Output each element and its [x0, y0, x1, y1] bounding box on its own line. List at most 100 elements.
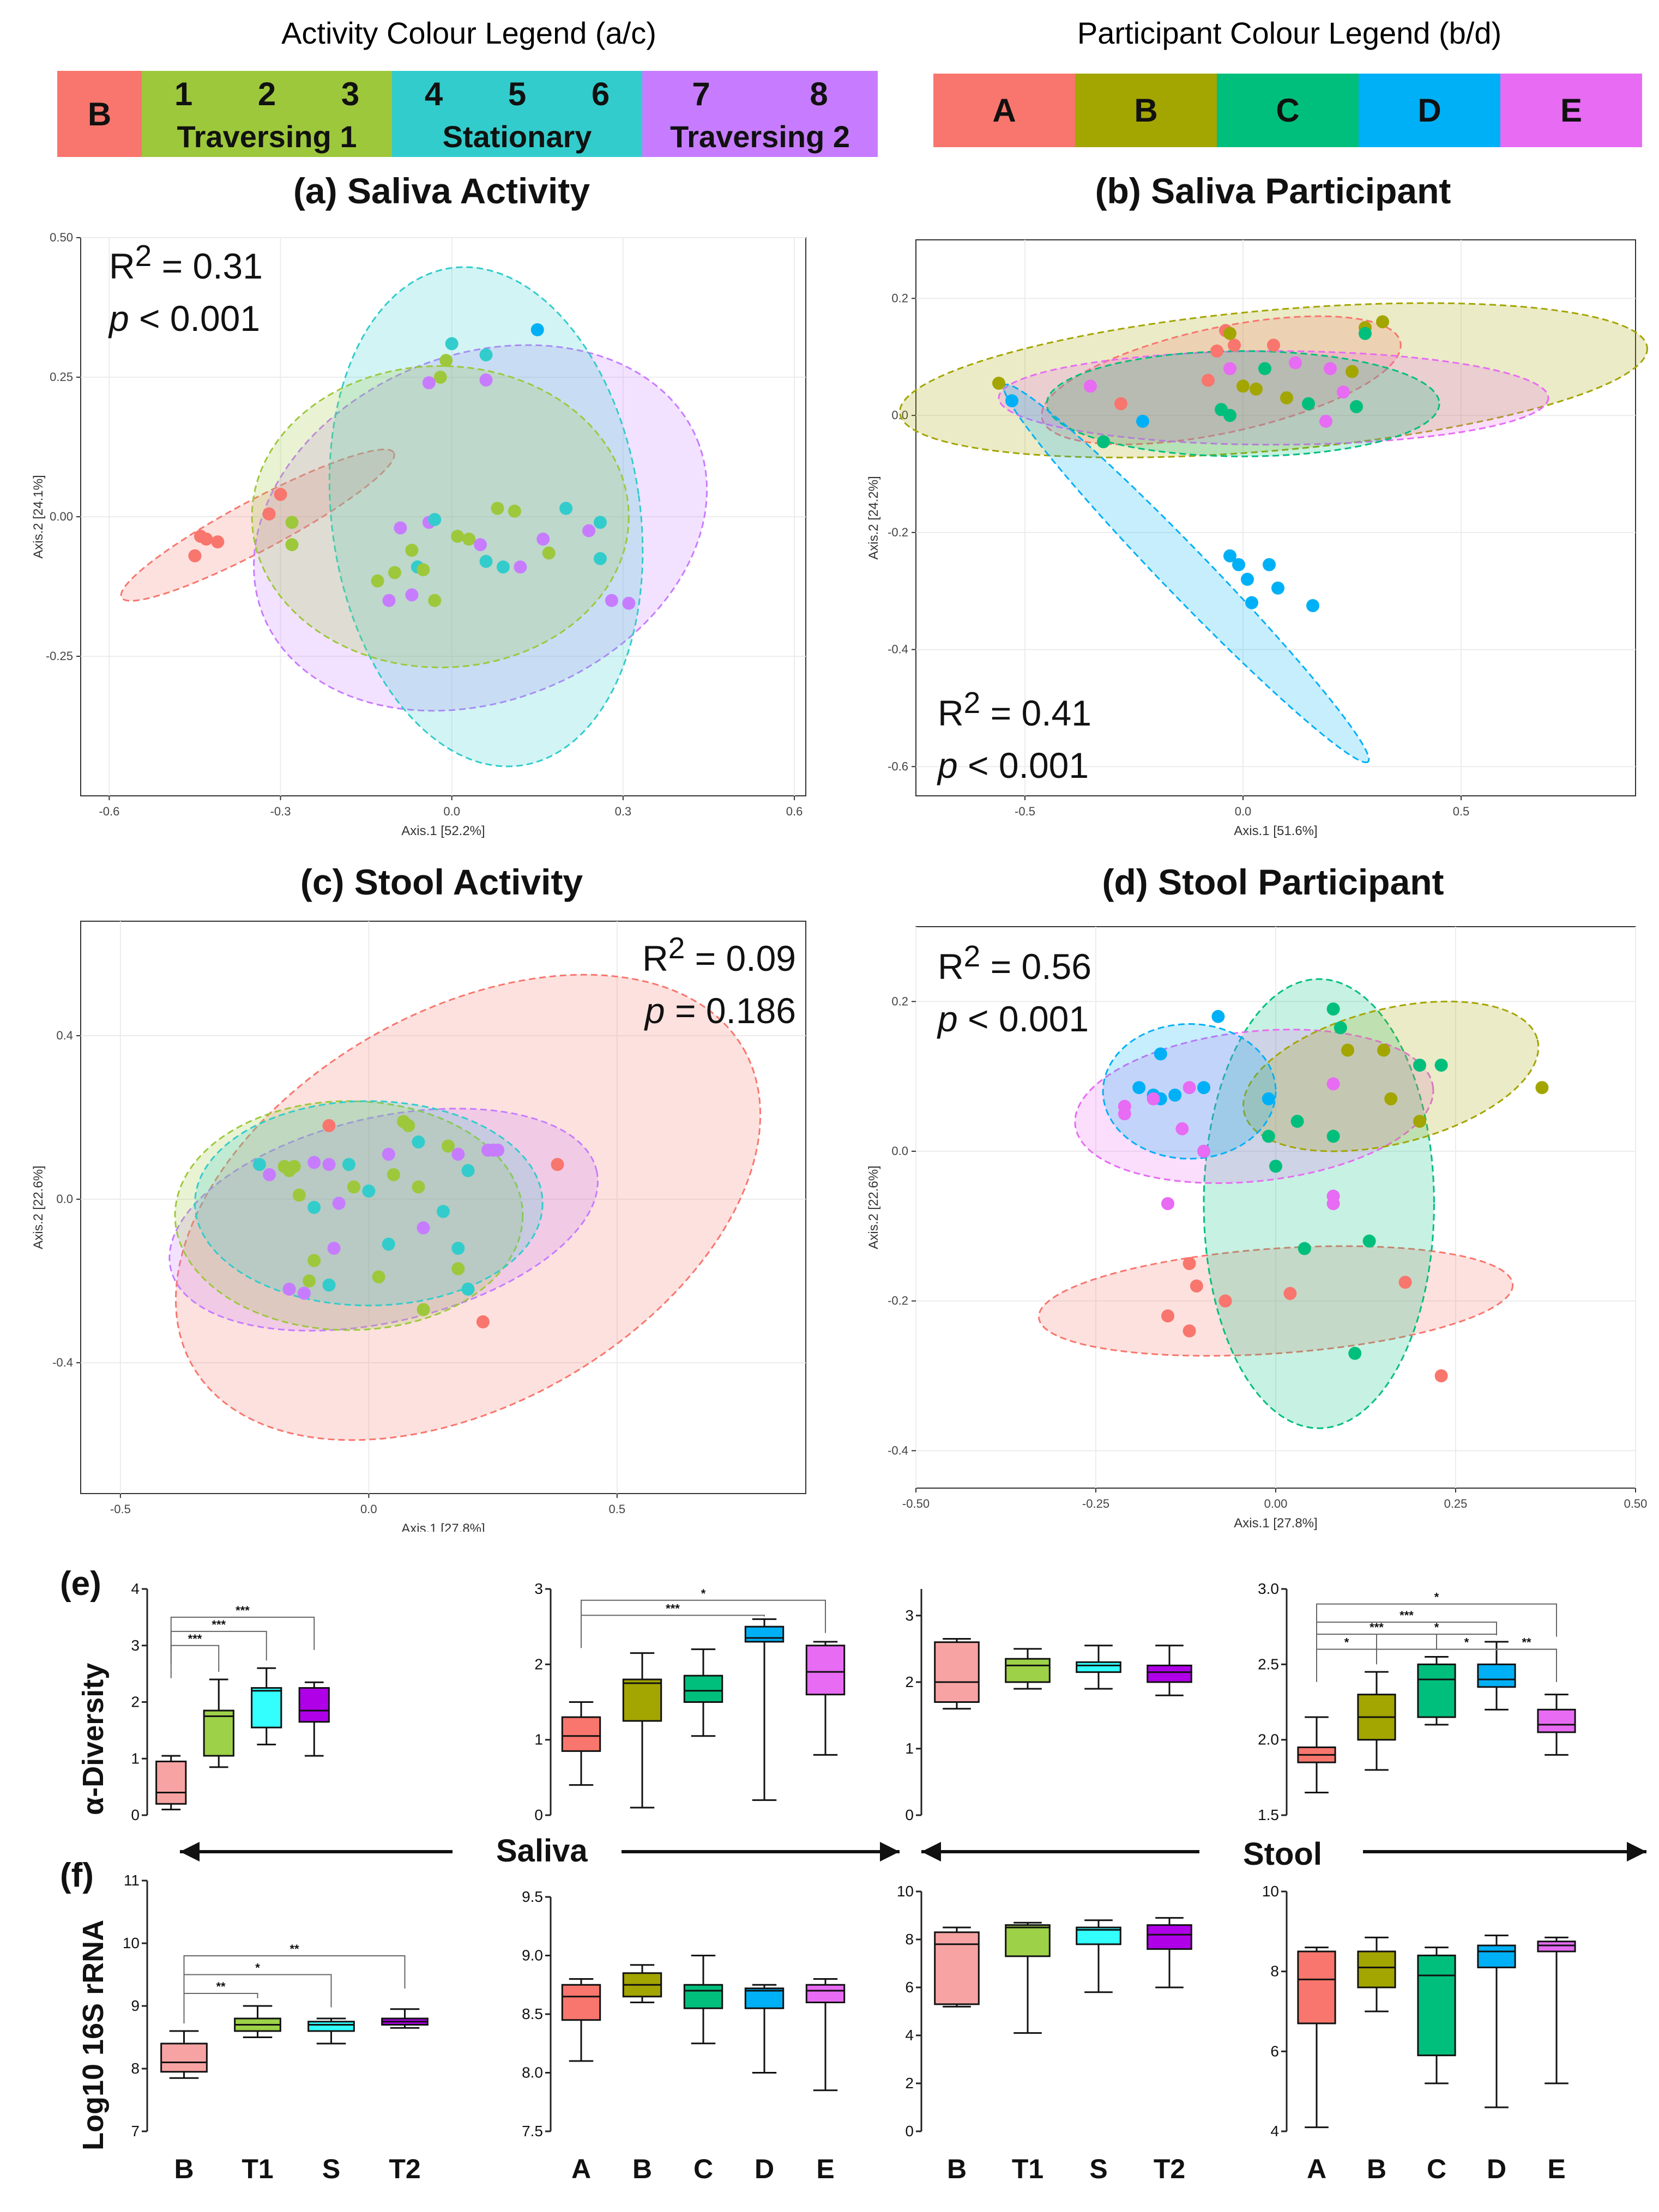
significance-bracket — [1376, 1634, 1497, 1665]
box-f3: 0 2 4 6 8 10 — [897, 1883, 1192, 2140]
box-B — [622, 1678, 662, 1722]
data-point — [1236, 379, 1250, 393]
significance-label: *** — [188, 1632, 202, 1646]
significance-label: *** — [1370, 1621, 1384, 1634]
data-point — [1269, 1159, 1282, 1173]
significance-bracket — [1316, 1621, 1497, 1655]
box-C — [1417, 1663, 1456, 1718]
y-axis-label: Axis.2 [22.6%] — [866, 1165, 881, 1249]
category-label-D: D — [1486, 2154, 1507, 2184]
data-point — [496, 560, 510, 574]
y-tick-label: 3 — [131, 1637, 140, 1654]
data-point — [307, 1254, 321, 1267]
category-label-C: C — [693, 2154, 714, 2184]
category-label-D: D — [754, 2154, 775, 2184]
significance-label: ** — [289, 1942, 299, 1956]
box-B — [934, 1931, 980, 2005]
ellipse-a — [1041, 315, 1402, 445]
box-A — [561, 1984, 601, 2021]
data-point — [1223, 409, 1236, 422]
y-tick-label: -0.2 — [888, 525, 908, 539]
activity-legend-cell-3: 3 — [309, 71, 392, 157]
y-tick-label: 9 — [131, 1997, 140, 2014]
data-point — [1362, 1234, 1376, 1248]
data-point — [262, 507, 276, 521]
ellipse-stationary — [194, 1100, 544, 1307]
data-point — [188, 549, 202, 563]
significance-label: ** — [216, 1980, 226, 1993]
data-point — [479, 373, 493, 387]
data-point — [347, 1180, 361, 1194]
data-point — [451, 1147, 465, 1161]
data-point — [327, 1242, 341, 1255]
activity-legend-cell-5: 5 — [475, 71, 559, 157]
data-point — [371, 574, 384, 588]
data-point — [1326, 1197, 1340, 1211]
x-tick-label: 0.0 — [443, 805, 460, 818]
stool-activity-plot: -0.5 0.0 0.5 -0.4 0.0 0.4 Axis.1 [27.8%] Axis.2… — [31, 921, 806, 1532]
y-tick-label: 11 — [124, 1872, 140, 1889]
data-point — [1319, 414, 1332, 428]
x-axis-label: Axis.1 [27.8%] — [401, 1521, 485, 1532]
category-label-E: E — [1547, 2154, 1566, 2184]
box-E — [805, 1645, 846, 1696]
data-point — [474, 538, 487, 552]
data-point — [362, 1184, 376, 1198]
activity-legend-title: Activity Colour Legend (a/c) — [281, 16, 656, 50]
activity-legend-group-1: Traversing 1 — [177, 119, 357, 154]
box-f4: 4 6 8 10 — [1262, 1883, 1576, 2140]
data-point — [1262, 1129, 1275, 1143]
data-point — [1350, 400, 1363, 413]
x-tick-label: 0.0 — [360, 1502, 377, 1516]
category-label-T2: T2 — [389, 2154, 421, 2184]
data-point — [422, 376, 436, 390]
significance-label: *** — [236, 1604, 250, 1617]
data-point — [479, 348, 493, 362]
data-point — [439, 354, 453, 367]
y-tick-label: 0.0 — [891, 1144, 908, 1158]
activity-legend-cell-B: B — [57, 71, 142, 157]
y-tick-label: 0 — [534, 1806, 543, 1823]
significance-bracket — [1316, 1648, 1377, 1682]
significance-bracket — [170, 1616, 315, 1650]
significance-bracket — [581, 1615, 765, 1648]
data-point — [1376, 315, 1389, 329]
y-axis-label: Axis.2 [24.2%] — [866, 476, 881, 559]
data-point — [394, 521, 407, 535]
panel-a-title: (a) Saliva Activity — [293, 171, 590, 211]
data-point — [461, 1283, 475, 1296]
y-tick-label: -0.4 — [52, 1356, 73, 1369]
y-tick-label: 0 — [131, 1806, 140, 1823]
data-point — [442, 1139, 455, 1153]
data-point — [1161, 1197, 1174, 1211]
box-B — [934, 1641, 980, 1703]
y-tick-label: 8.5 — [522, 2005, 543, 2022]
y-tick-label: 1.5 — [1258, 1806, 1279, 1823]
y-tick-label: 3.0 — [1258, 1580, 1279, 1597]
panel-b-title: (b) Saliva Participant — [1095, 171, 1451, 211]
y-axis-label: Axis.2 [22.6%] — [31, 1165, 46, 1249]
x-axis-label: Axis.1 [52.2%] — [401, 824, 485, 838]
x-tick-label: 0.3 — [615, 805, 632, 818]
y-tick-label: 10 — [1262, 1883, 1279, 1900]
data-point — [387, 1168, 400, 1181]
panel-d-stats: R2 = 0.56 p < 0.001 — [938, 939, 1091, 1039]
data-point — [445, 337, 459, 350]
box-S — [1076, 1661, 1121, 1673]
significance-label: *** — [212, 1618, 226, 1631]
y-tick-label: 1 — [534, 1731, 543, 1748]
category-label-B: B — [632, 2154, 653, 2184]
data-point — [1183, 1324, 1196, 1338]
box-T1 — [203, 1709, 234, 1757]
y-tick-label: 4 — [905, 2027, 914, 2044]
data-point — [428, 513, 442, 527]
y-tick-label: 10 — [897, 1883, 914, 1900]
data-point — [1245, 596, 1258, 609]
data-point — [332, 1196, 346, 1210]
data-point — [1289, 356, 1302, 370]
box-D — [744, 1625, 785, 1643]
data-point — [1267, 339, 1280, 352]
arrowhead-icon — [880, 1842, 900, 1862]
participant-legend-cell-B: B — [1075, 74, 1217, 147]
